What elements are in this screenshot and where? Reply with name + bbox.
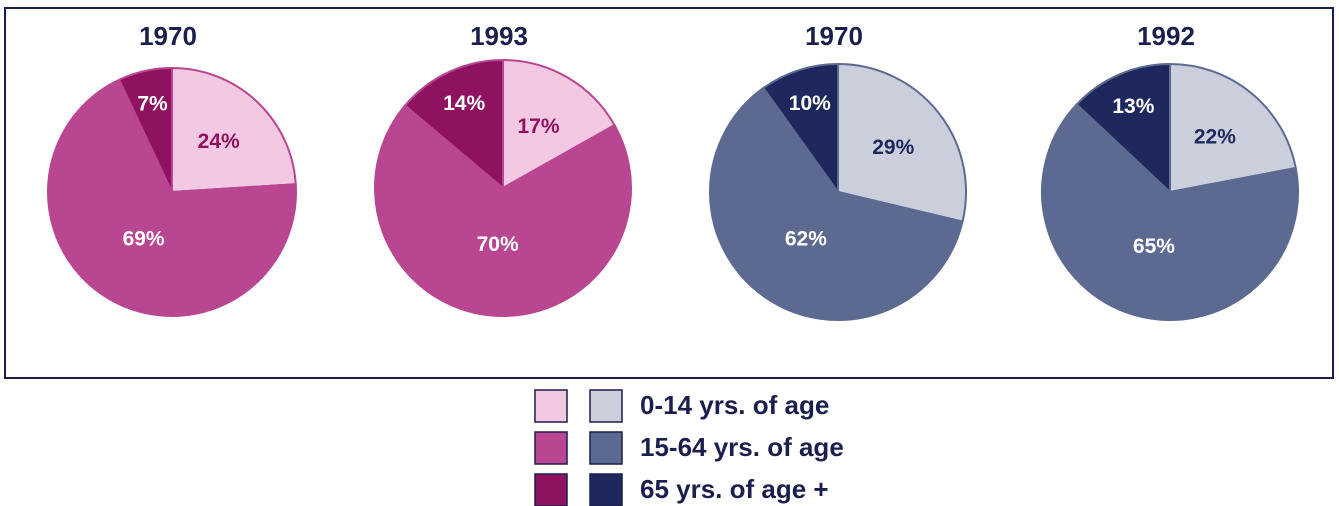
pie-slice xyxy=(171,66,297,194)
pie-slice xyxy=(1075,62,1171,195)
value-label: 62% xyxy=(785,227,827,250)
value-label: 29% xyxy=(872,136,914,159)
pie-slice xyxy=(403,58,504,191)
value-label: 10% xyxy=(789,92,831,115)
legend-label: 0-14 yrs. of age xyxy=(640,390,829,420)
pie-slice xyxy=(374,104,632,317)
value-label: 14% xyxy=(443,92,485,115)
pie-title: 1970 xyxy=(139,21,197,51)
value-label: 22% xyxy=(1194,125,1236,148)
legend-swatch xyxy=(534,389,568,423)
value-label: 65% xyxy=(1133,235,1175,258)
legend-swatch xyxy=(534,431,568,465)
pie-title: 1970 xyxy=(805,21,863,51)
pie-slice xyxy=(837,62,967,223)
pie-slice xyxy=(117,66,173,193)
legend-label: 65 yrs. of age + xyxy=(640,474,829,504)
pie-slice xyxy=(1169,62,1297,194)
pie-slice xyxy=(1041,102,1299,321)
value-label: 7% xyxy=(137,92,168,115)
frame xyxy=(4,7,1334,379)
value-label: 24% xyxy=(198,130,240,153)
legend-swatch xyxy=(589,473,623,506)
pie-slice xyxy=(709,86,964,321)
pie-title: 1992 xyxy=(1137,21,1195,51)
legend-swatch xyxy=(589,389,623,423)
value-label: 70% xyxy=(477,233,519,256)
pie-slice xyxy=(47,78,297,317)
value-label: 13% xyxy=(1112,95,1154,118)
value-label: 17% xyxy=(517,115,559,138)
pie-slice xyxy=(762,62,839,196)
legend-label: 15-64 yrs. of age xyxy=(640,432,844,462)
legend-swatch xyxy=(589,431,623,465)
legend-swatch xyxy=(534,473,568,506)
pie-title: 1993 xyxy=(470,21,528,51)
pie-slice xyxy=(502,58,616,190)
value-label: 69% xyxy=(123,228,165,251)
